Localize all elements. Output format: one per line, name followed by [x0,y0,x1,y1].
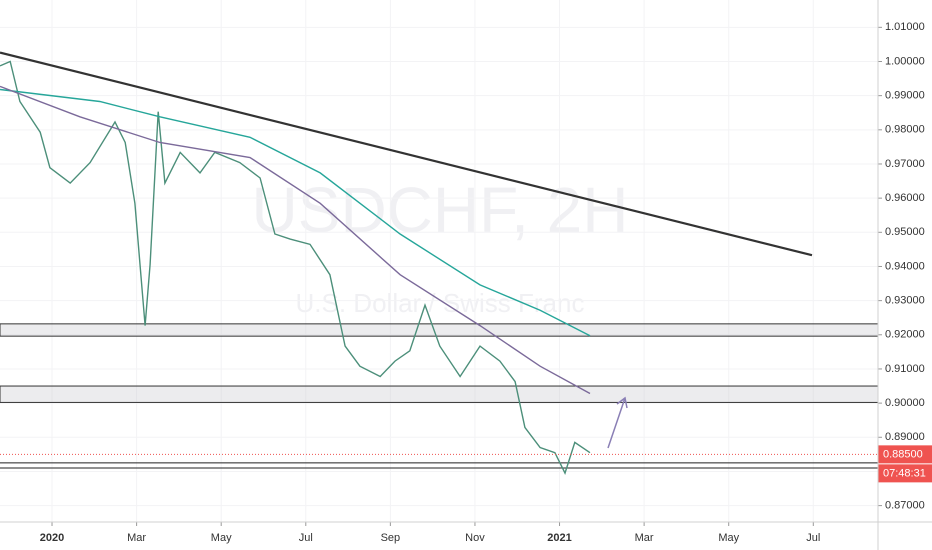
x-tick-label: Sep [381,532,401,544]
y-tick-label: 0.87000 [885,500,925,512]
y-tick-label: 0.96000 [885,192,925,204]
x-tick-label: Mar [127,532,146,544]
x-tick-label: Mar [635,532,654,544]
y-tick-label: 0.94000 [885,260,925,272]
last-price-box [878,445,932,464]
x-tick-label: 2020 [40,532,64,544]
last-price-label: 0.88500 [883,448,923,460]
y-tick-label: 1.00000 [885,55,925,67]
watermark-subtitle: U.S. Dollar / Swiss Franc [296,288,585,318]
y-tick-label: 0.90000 [885,397,925,409]
series-line [0,60,591,475]
zone [0,323,879,337]
series-line [0,85,591,395]
zone [0,385,879,403]
x-tick-label: May [211,532,232,544]
series-line [0,51,813,257]
y-tick-label: 0.91000 [885,363,925,375]
watermark: USDCHF, 2H [252,174,629,246]
series-line [0,88,591,337]
x-tick-label: 2021 [547,532,571,544]
x-tick-label: Nov [465,532,485,544]
y-tick-label: 0.99000 [885,90,925,102]
arrow [607,396,628,449]
y-tick-label: 0.98000 [885,124,925,136]
countdown-label: 07:48:31 [883,467,926,479]
countdown-box [878,464,932,483]
y-tick-label: 0.97000 [885,158,925,170]
x-tick-label: Jul [806,532,820,544]
y-tick-label: 0.89000 [885,431,925,443]
x-tick-label: Jul [299,532,313,544]
y-tick-label: 1.01000 [885,21,925,33]
y-tick-label: 0.95000 [885,226,925,238]
y-tick-label: 0.93000 [885,295,925,307]
x-tick-label: May [718,532,739,544]
y-tick-label: 0.92000 [885,329,925,341]
